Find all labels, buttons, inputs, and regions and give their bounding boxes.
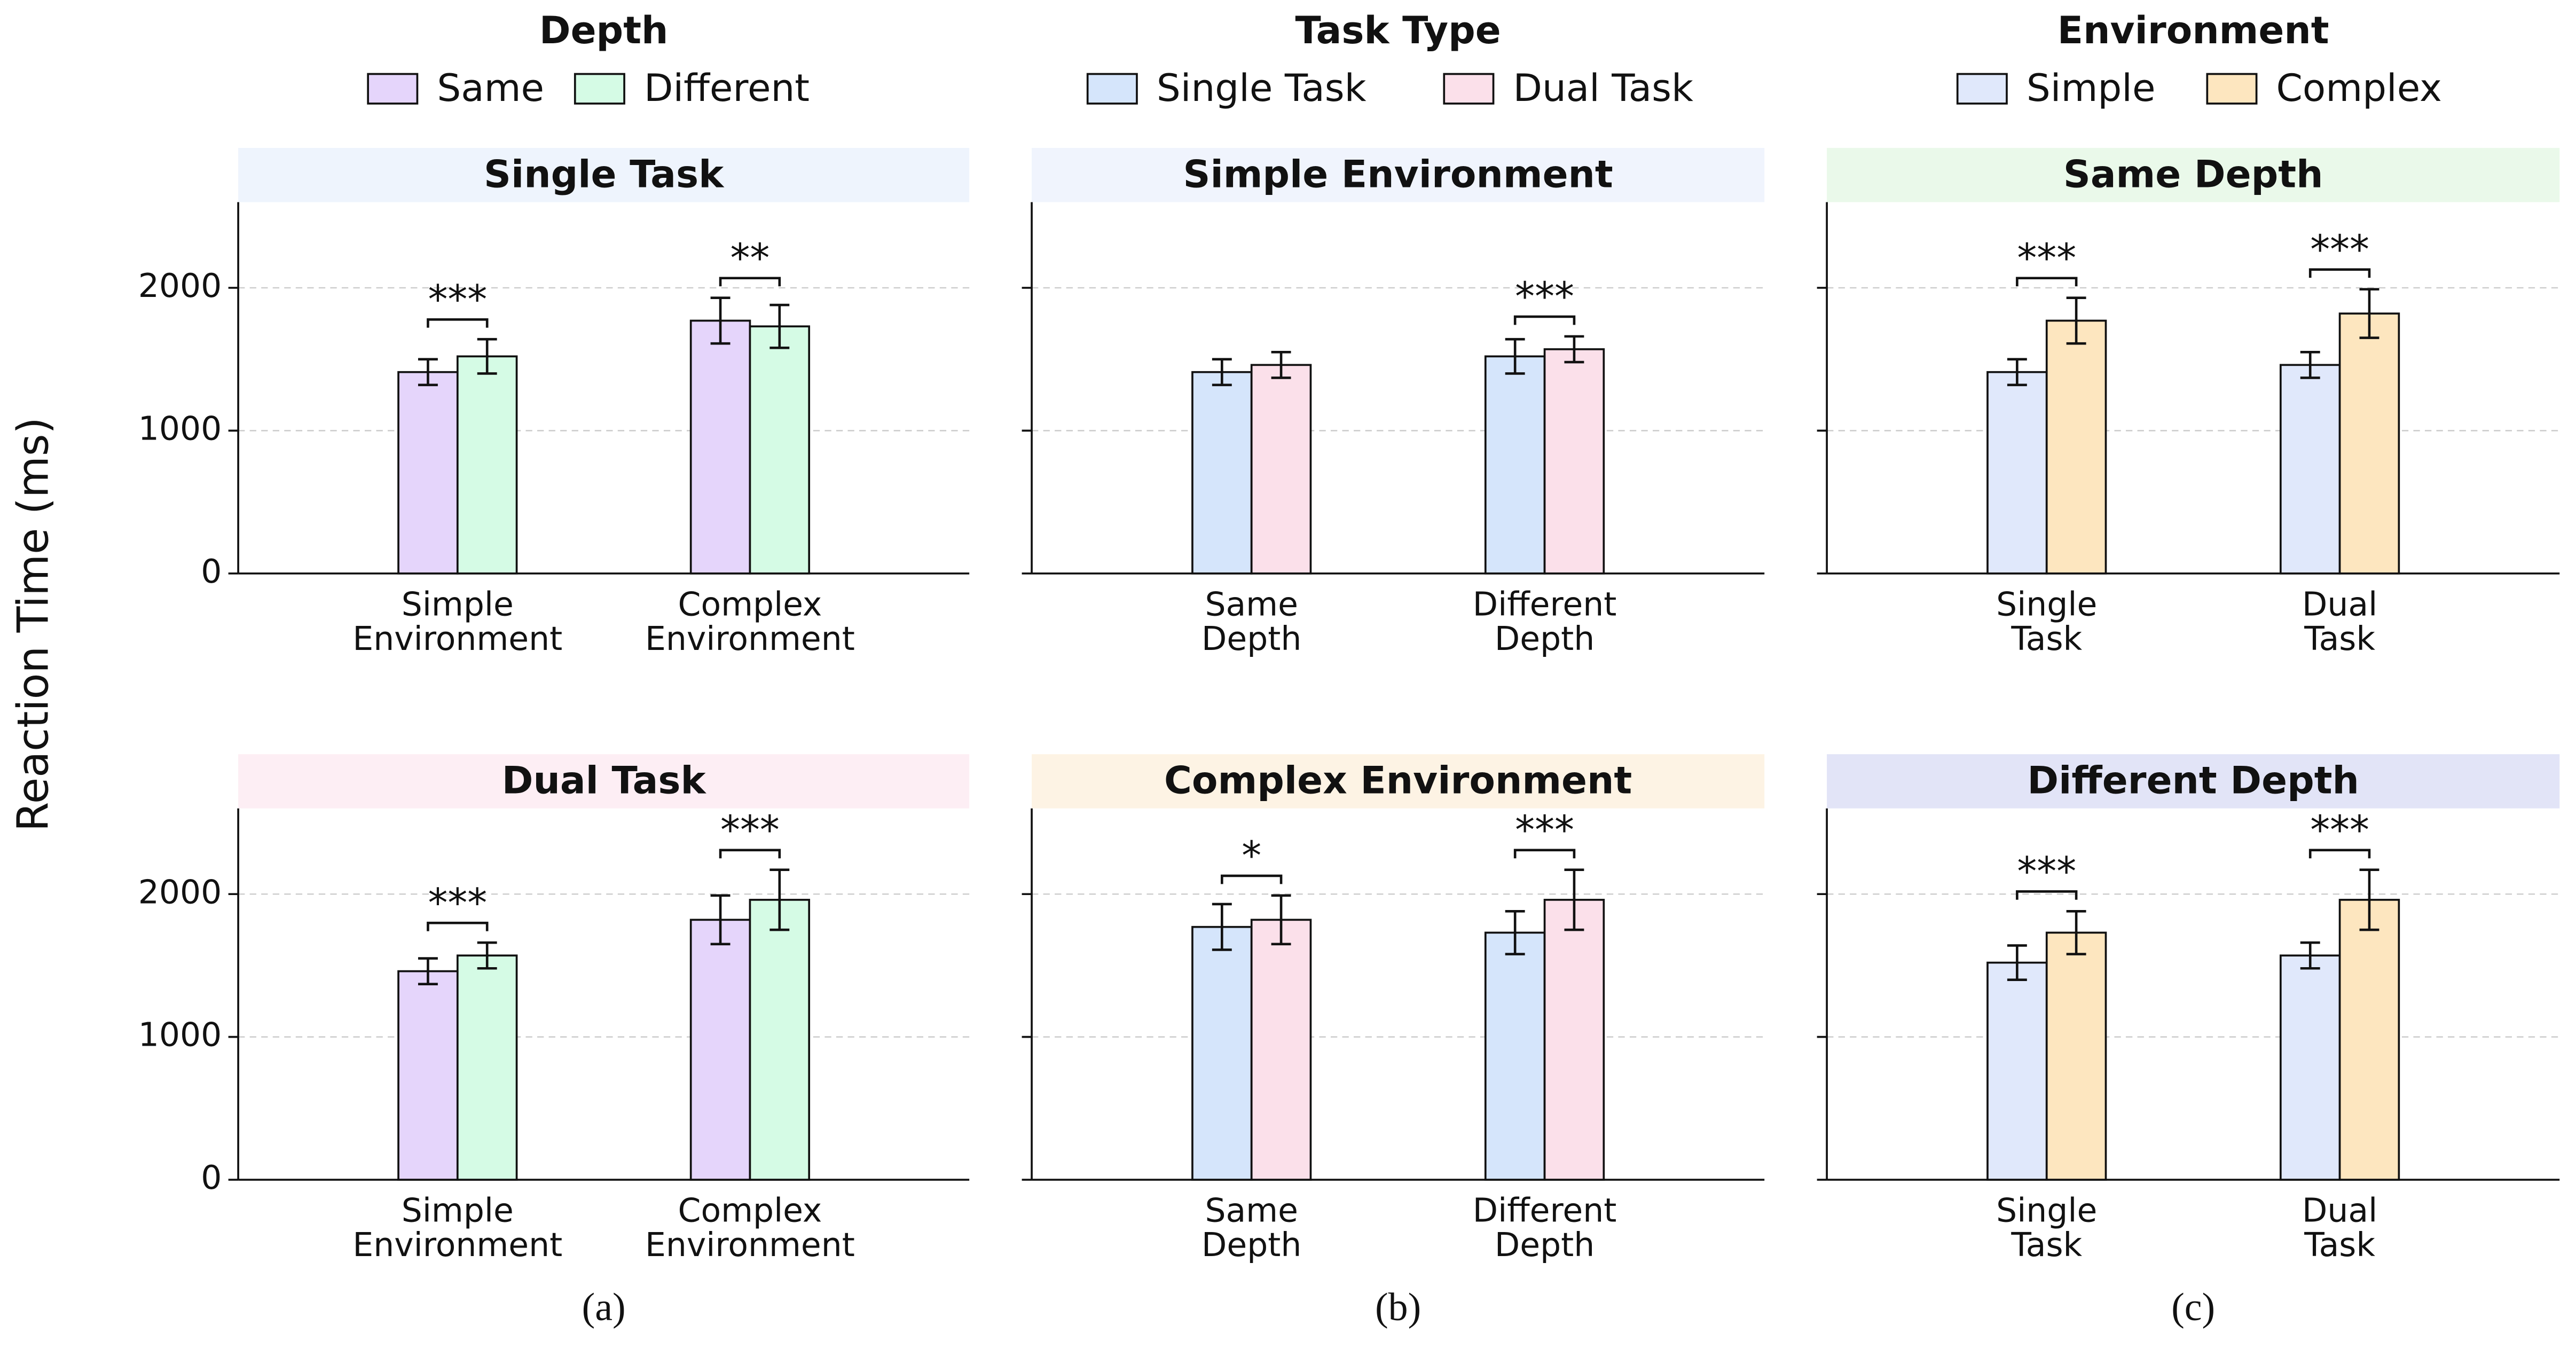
significance-label: ***	[2310, 226, 2369, 272]
x-tick-label: Different Depth	[1473, 585, 1617, 658]
bar	[749, 899, 811, 1181]
bar	[1191, 926, 1253, 1181]
legend-label: Different	[644, 66, 810, 110]
y-tick-label: 1000	[138, 409, 222, 448]
caption: (c)	[2171, 1285, 2215, 1329]
panel-title-bg	[1032, 147, 1765, 202]
bar	[2338, 312, 2400, 575]
significance-label: ***	[2017, 235, 2076, 281]
significance-label: ***	[2310, 807, 2369, 853]
significance-label: **	[731, 235, 770, 281]
y-tick-label: 0	[201, 1158, 222, 1197]
y-tick-label: 0	[201, 552, 222, 591]
legend-title: Task Type	[1295, 8, 1501, 52]
significance-label: ***	[428, 880, 487, 926]
panel-title-bg	[1827, 147, 2560, 202]
y-axis-label: Reaction Time (ms)	[9, 417, 58, 832]
legend-swatch	[1956, 73, 2008, 105]
bar	[456, 355, 518, 575]
caption: (b)	[1375, 1285, 1421, 1329]
bar	[2338, 899, 2400, 1181]
x-tick-label: Simple Environment	[352, 585, 562, 658]
significance-bracket	[1221, 874, 1283, 884]
significance-bracket	[427, 921, 489, 931]
x-tick-label: Single Task	[1996, 585, 2097, 658]
bar	[2279, 364, 2341, 575]
legend-label: Dual Task	[1513, 66, 1693, 110]
significance-bracket	[719, 277, 781, 287]
legend-title: Environment	[2057, 8, 2329, 52]
significance-bracket	[2308, 849, 2371, 859]
x-tick-label: Single Task	[1996, 1191, 2097, 1265]
significance-label: *	[1242, 833, 1261, 879]
bar	[2045, 319, 2107, 575]
legend-swatch	[1443, 73, 1495, 105]
legend-label: Simple	[2027, 66, 2156, 110]
panel-title: Different Depth	[2027, 758, 2359, 803]
significance-bracket	[1513, 849, 1576, 859]
panel-title: Dual Task	[502, 758, 707, 803]
bar	[2045, 931, 2107, 1181]
panel-title-bg	[238, 754, 970, 809]
significance-label: ***	[428, 277, 487, 323]
panel-title: Simple Environment	[1183, 152, 1613, 196]
bar	[689, 319, 751, 575]
panel-title-bg	[1032, 754, 1765, 809]
x-tick-label: Complex Environment	[645, 1191, 855, 1265]
x-tick-label: Dual Task	[2302, 585, 2377, 658]
significance-label: ***	[2017, 849, 2076, 895]
bar	[1986, 371, 2048, 575]
x-tick-label: Same Depth	[1201, 1191, 1301, 1265]
significance-bracket	[427, 318, 489, 328]
panel-title-bg	[238, 147, 970, 202]
legend-swatch	[2206, 73, 2258, 105]
significance-label: ***	[1515, 274, 1574, 320]
legend-label: Single Task	[1157, 66, 1366, 110]
y-tick-label: 1000	[138, 1016, 222, 1054]
bar	[1986, 961, 2048, 1181]
caption: (a)	[582, 1285, 626, 1329]
panel-title: Same Depth	[2063, 152, 2323, 196]
bar	[397, 371, 459, 575]
significance-bracket	[719, 849, 781, 859]
panel-title-bg	[1827, 754, 2560, 809]
panel-title: Complex Environment	[1164, 758, 1632, 803]
bar	[1543, 348, 1605, 575]
legend-swatch	[1086, 73, 1138, 105]
bar	[1250, 919, 1312, 1181]
bar	[1543, 899, 1605, 1181]
significance-label: ***	[1515, 807, 1574, 853]
bar	[689, 919, 751, 1181]
bar	[1250, 364, 1312, 575]
significance-bracket	[2016, 890, 2078, 900]
x-tick-label: Complex Environment	[645, 585, 855, 658]
legend-label: Complex	[2276, 66, 2442, 110]
x-tick-label: Dual Task	[2302, 1191, 2377, 1265]
significance-bracket	[1513, 315, 1576, 325]
significance-label: ***	[720, 807, 780, 853]
x-tick-label: Simple Environment	[352, 1191, 562, 1265]
legend-label: Same	[437, 66, 544, 110]
legend-title: Depth	[539, 8, 669, 52]
significance-bracket	[2308, 268, 2371, 278]
bar	[1484, 355, 1546, 575]
bar	[397, 970, 459, 1181]
y-tick-label: 2000	[138, 266, 222, 305]
significance-bracket	[2016, 277, 2078, 287]
bar	[2279, 954, 2341, 1181]
panel-title: Single Task	[484, 152, 725, 196]
x-tick-label: Same Depth	[1201, 585, 1301, 658]
bar	[456, 954, 518, 1181]
legend-swatch	[574, 73, 625, 105]
y-tick-label: 2000	[138, 873, 222, 911]
legend-swatch	[367, 73, 419, 105]
bar	[1191, 371, 1253, 575]
bar	[1484, 931, 1546, 1181]
bar	[749, 325, 811, 575]
x-tick-label: Different Depth	[1473, 1191, 1617, 1265]
